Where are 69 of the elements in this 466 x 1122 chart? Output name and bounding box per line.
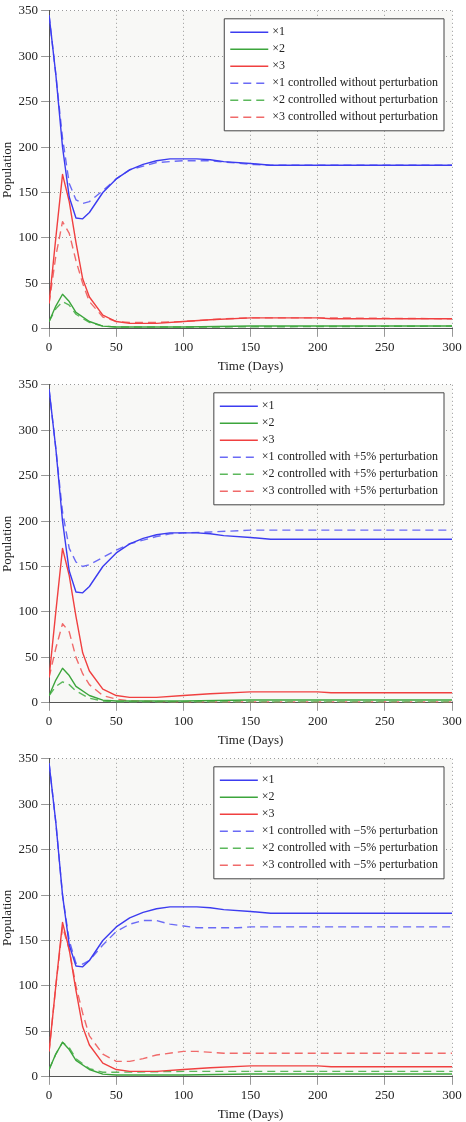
x-tick-label: 150 bbox=[240, 339, 261, 355]
y-tick-label: 250 bbox=[18, 841, 39, 857]
x-tick-label: 200 bbox=[307, 713, 328, 729]
y-tick-label: 250 bbox=[18, 93, 39, 109]
legend-label: ×1 bbox=[261, 398, 275, 413]
y-tick-label: 0 bbox=[31, 320, 39, 336]
y-axis-title: Population bbox=[0, 141, 15, 198]
legend-label: ×2 bbox=[261, 415, 275, 430]
x-tick-label: 50 bbox=[109, 1087, 123, 1103]
legend-label: ×2 controlled with +5% perturbation bbox=[261, 466, 439, 481]
legend-label: ×2 bbox=[272, 41, 286, 56]
y-tick-label: 350 bbox=[18, 2, 39, 18]
x-axis-title: Time (Days) bbox=[217, 1105, 284, 1121]
y-tick-label: 150 bbox=[18, 931, 39, 947]
legend-label: ×2 controlled with −5% perturbation bbox=[261, 840, 439, 855]
y-tick-label: 200 bbox=[18, 512, 39, 528]
legend-label: ×1 controlled with +5% perturbation bbox=[261, 449, 439, 464]
y-tick-label: 200 bbox=[18, 138, 39, 154]
x-tick-label: 50 bbox=[109, 713, 123, 729]
x-axis-title: Time (Days) bbox=[217, 731, 284, 747]
y-tick-label: 0 bbox=[31, 694, 39, 710]
legend-label: ×3 bbox=[272, 58, 286, 73]
x-tick-label: 300 bbox=[442, 339, 462, 355]
legend-label: ×3 controlled with −5% perturbation bbox=[261, 857, 439, 872]
x-tick-label: 150 bbox=[240, 713, 261, 729]
x-tick-label: 200 bbox=[307, 1087, 328, 1103]
x-tick-label: 0 bbox=[45, 339, 53, 355]
y-tick-label: 50 bbox=[25, 648, 39, 664]
legend-label: ×1 bbox=[272, 24, 286, 39]
legend-label: ×3 bbox=[261, 432, 275, 447]
y-tick-label: 100 bbox=[18, 229, 39, 245]
x-tick-label: 250 bbox=[375, 713, 395, 729]
legend-label: ×1 controlled with −5% perturbation bbox=[261, 823, 439, 838]
y-tick-label: 300 bbox=[18, 795, 39, 811]
legend-label: ×3 controlled with +5% perturbation bbox=[261, 483, 439, 498]
x-tick-label: 150 bbox=[240, 1087, 261, 1103]
x-tick-label: 100 bbox=[173, 1087, 194, 1103]
x-tick-label: 250 bbox=[375, 339, 395, 355]
x-tick-label: 50 bbox=[109, 339, 123, 355]
y-axis-title: Population bbox=[0, 889, 15, 946]
x-tick-label: 100 bbox=[173, 339, 194, 355]
legend-label: ×3 controlled without perturbation bbox=[272, 109, 438, 124]
y-tick-label: 350 bbox=[18, 750, 39, 766]
y-tick-label: 300 bbox=[18, 47, 39, 63]
x-tick-label: 100 bbox=[173, 713, 194, 729]
legend-label: ×1 bbox=[261, 772, 275, 787]
y-tick-label: 100 bbox=[18, 977, 39, 993]
y-tick-label: 300 bbox=[18, 421, 39, 437]
y-tick-label: 50 bbox=[25, 1022, 39, 1038]
y-tick-label: 250 bbox=[18, 467, 39, 483]
y-tick-label: 0 bbox=[31, 1068, 39, 1084]
x-tick-label: 300 bbox=[442, 1087, 462, 1103]
x-tick-label: 250 bbox=[375, 1087, 395, 1103]
legend-label: ×2 controlled without perturbation bbox=[272, 92, 438, 107]
legend-label: ×2 bbox=[261, 789, 275, 804]
x-axis-title: Time (Days) bbox=[217, 357, 284, 373]
x-tick-label: 300 bbox=[442, 713, 462, 729]
legend-label: ×1 controlled without perturbation bbox=[272, 75, 438, 90]
y-tick-label: 150 bbox=[18, 557, 39, 573]
y-tick-label: 150 bbox=[18, 183, 39, 199]
legend-label: ×3 bbox=[261, 806, 275, 821]
y-axis-title: Population bbox=[0, 515, 15, 572]
y-tick-label: 350 bbox=[18, 376, 39, 392]
y-tick-label: 200 bbox=[18, 886, 39, 902]
x-tick-label: 200 bbox=[307, 339, 328, 355]
x-tick-label: 0 bbox=[45, 1087, 53, 1103]
x-tick-label: 0 bbox=[45, 713, 53, 729]
y-tick-label: 100 bbox=[18, 603, 39, 619]
y-tick-label: 50 bbox=[25, 274, 39, 290]
